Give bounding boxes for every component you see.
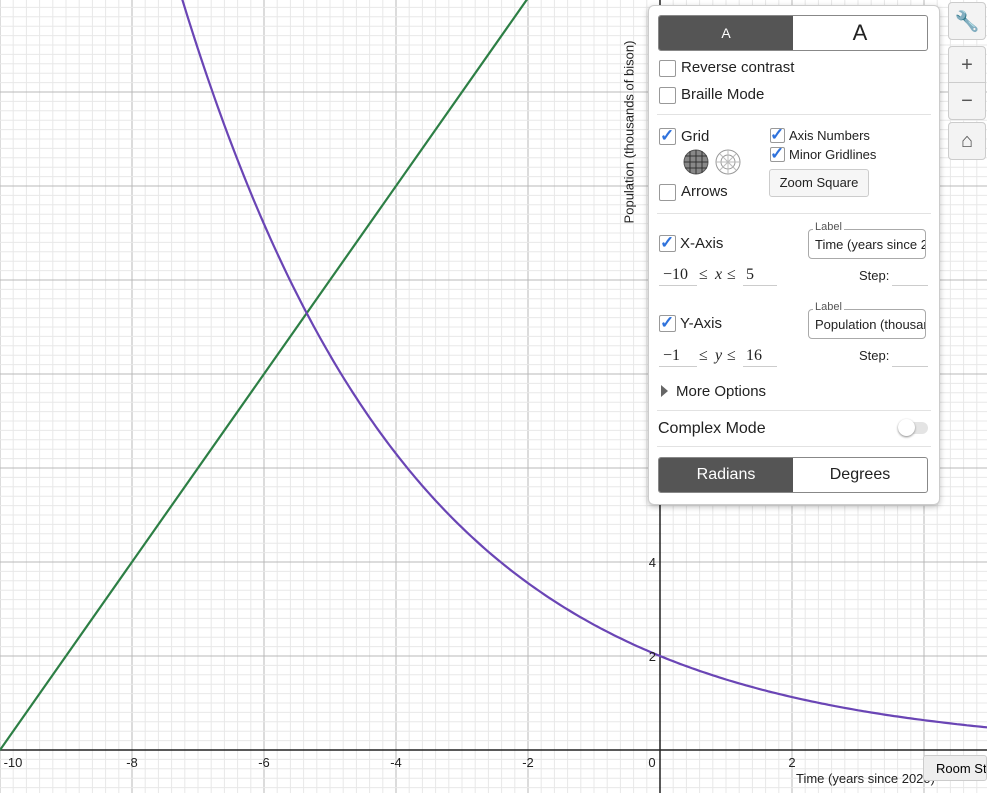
angle-toggle: Radians Degrees [658,457,928,493]
x-axis-title: X-Axis [680,235,724,252]
x-variable: x [715,266,723,283]
y-step: Step: [859,348,890,363]
grid-option: Grid [681,128,710,145]
x-tick-label: -6 [258,755,270,770]
font-size-toggle: A A [658,15,928,51]
y-axis-label: Population (thousands of bison) [621,41,636,224]
y-min[interactable]: −1 [663,347,681,364]
radians[interactable]: Radians [659,458,793,492]
checkbox[interactable] [659,60,676,77]
y-axis-title: Y-Axis [680,315,722,332]
x-step: Step: [859,268,890,283]
x-label-input[interactable]: Time (years since 2020) [808,229,926,259]
exponential-curve [181,0,987,729]
x-tick-label: 0 [648,755,655,770]
zoom-in[interactable]: + [948,46,986,84]
minor-gridlines: Minor Gridlines [789,147,877,162]
more-options[interactable]: More Options [676,383,767,400]
x-max[interactable]: 5 [746,266,754,283]
y-variable: y [715,347,723,364]
font-large[interactable]: A [852,20,868,45]
checkbox[interactable] [659,87,676,104]
settings-button[interactable]: 🔧 [948,2,986,40]
x-axis-label: Time (years since 2020) [796,771,935,786]
x-min[interactable]: −10 [663,266,689,283]
le: ≤ [727,266,736,283]
zoom-out[interactable]: − [948,82,986,120]
tooltip: Room St [923,755,987,781]
le: ≤ [727,347,736,364]
grid-icons [683,149,741,175]
braille-mode: Braille Mode [681,86,765,103]
x-label-caption: Label [813,221,844,233]
reverse-contrast: Reverse contrast [681,59,795,76]
checkbox[interactable] [770,128,785,143]
y-max[interactable]: 16 [746,347,762,364]
line-curve [0,0,528,751]
x-tick-label: -4 [390,755,402,770]
x-tick-label: -2 [522,755,534,770]
axis-numbers: Axis Numbers [789,128,870,143]
settings-panel: A A Reverse contrast Braille Mode ✓ Grid… [648,5,940,505]
x-tick-label: -10 [4,755,23,770]
complex-mode: Complex Mode [658,420,766,437]
zoom-square-button[interactable]: Zoom Square [769,169,869,197]
y-tick-label: 4 [649,555,656,570]
y-label-input[interactable]: Population (thousands of bison) [808,309,926,339]
le: ≤ [699,266,708,283]
home-button[interactable]: ⌂ [948,122,986,160]
checkbox[interactable] [770,147,785,162]
checkbox[interactable] [659,184,676,201]
x-tick-label: 2 [788,755,795,770]
checkbox[interactable] [659,315,676,332]
le: ≤ [699,347,708,364]
arrows-option: Arrows [681,183,728,200]
y-tick-label: 2 [649,649,656,664]
x-tick-label: -8 [126,755,138,770]
checkbox[interactable] [659,235,676,252]
degrees[interactable]: Degrees [829,466,891,483]
font-small[interactable]: A [659,16,793,50]
y-label-caption: Label [813,301,844,313]
checkbox[interactable] [659,128,676,145]
